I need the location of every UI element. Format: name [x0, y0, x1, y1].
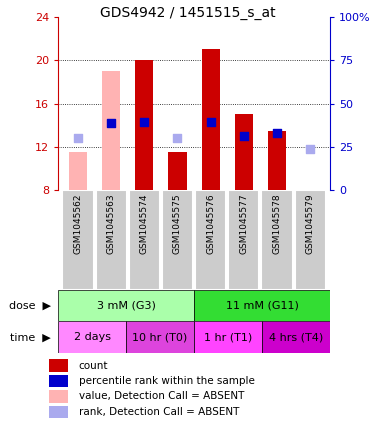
Bar — [168, 152, 187, 190]
Bar — [261, 190, 292, 290]
Bar — [194, 290, 330, 321]
Bar — [195, 190, 226, 290]
Bar — [58, 290, 194, 321]
Bar — [268, 131, 286, 190]
Text: 4 hrs (T4): 4 hrs (T4) — [269, 332, 323, 342]
Point — [75, 135, 81, 142]
Point — [241, 133, 247, 140]
Text: 11 mM (G11): 11 mM (G11) — [226, 301, 298, 310]
Text: 2 days: 2 days — [74, 332, 111, 342]
Text: GSM1045562: GSM1045562 — [74, 193, 82, 254]
Text: value, Detection Call = ABSENT: value, Detection Call = ABSENT — [79, 391, 244, 401]
Point — [108, 120, 114, 126]
Text: GDS4942 / 1451515_s_at: GDS4942 / 1451515_s_at — [100, 6, 275, 20]
Bar — [58, 321, 126, 353]
Bar — [129, 190, 160, 290]
Bar — [49, 360, 68, 372]
Bar — [235, 115, 253, 190]
Bar — [62, 190, 94, 290]
Bar — [96, 190, 127, 290]
Bar — [228, 190, 260, 290]
Bar — [126, 321, 194, 353]
Text: 1 hr (T1): 1 hr (T1) — [204, 332, 252, 342]
Bar — [49, 375, 68, 387]
Bar — [194, 321, 262, 353]
Text: GSM1045574: GSM1045574 — [140, 193, 149, 254]
Point — [174, 135, 180, 142]
Text: time  ▶: time ▶ — [10, 332, 51, 342]
Text: GSM1045563: GSM1045563 — [106, 193, 116, 254]
Point — [307, 146, 313, 153]
Bar — [69, 152, 87, 190]
Bar — [49, 390, 68, 403]
Point — [141, 119, 147, 126]
Bar — [294, 190, 326, 290]
Text: percentile rank within the sample: percentile rank within the sample — [79, 376, 255, 386]
Text: GSM1045579: GSM1045579 — [306, 193, 315, 254]
Bar — [102, 71, 120, 190]
Bar — [49, 406, 68, 418]
Point — [274, 129, 280, 136]
Text: rank, Detection Call = ABSENT: rank, Detection Call = ABSENT — [79, 407, 239, 417]
Text: GSM1045575: GSM1045575 — [173, 193, 182, 254]
Text: 10 hr (T0): 10 hr (T0) — [132, 332, 188, 342]
Bar — [201, 49, 220, 190]
Text: GSM1045577: GSM1045577 — [239, 193, 248, 254]
Text: dose  ▶: dose ▶ — [9, 301, 51, 310]
Point — [208, 119, 214, 126]
Text: 3 mM (G3): 3 mM (G3) — [97, 301, 156, 310]
Bar — [162, 190, 193, 290]
Bar — [135, 60, 153, 190]
Text: count: count — [79, 361, 108, 371]
Text: GSM1045578: GSM1045578 — [273, 193, 282, 254]
Text: GSM1045576: GSM1045576 — [206, 193, 215, 254]
Bar — [262, 321, 330, 353]
